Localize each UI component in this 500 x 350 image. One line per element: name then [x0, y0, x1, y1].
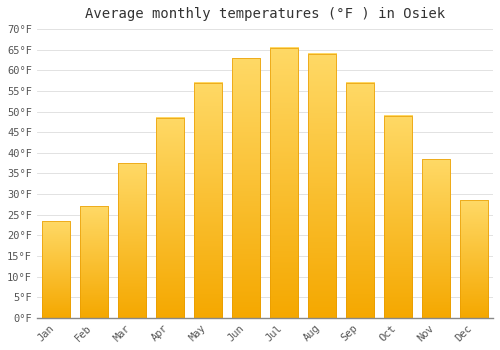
Bar — [384, 116, 412, 318]
Bar — [460, 200, 488, 318]
Bar — [118, 163, 146, 318]
Title: Average monthly temperatures (°F ) in Osiek: Average monthly temperatures (°F ) in Os… — [85, 7, 445, 21]
Bar — [80, 206, 108, 318]
Bar — [194, 83, 222, 318]
Bar — [42, 221, 70, 318]
Bar — [270, 48, 298, 318]
Bar — [422, 159, 450, 318]
Bar — [346, 83, 374, 318]
Bar — [232, 58, 260, 318]
Bar — [308, 54, 336, 318]
Bar — [156, 118, 184, 318]
